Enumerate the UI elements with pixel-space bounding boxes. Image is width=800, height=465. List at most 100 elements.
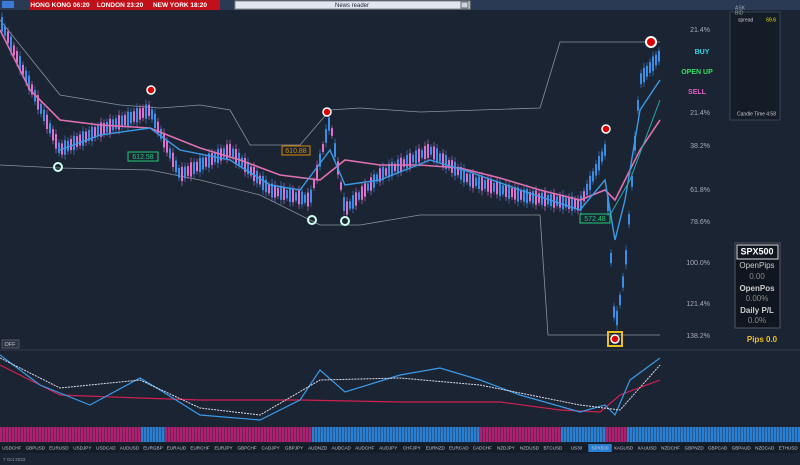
- trend-strip-cell: [312, 427, 315, 442]
- symbol-tab[interactable]: AUDCHF: [355, 446, 374, 451]
- trend-strip-cell: [114, 427, 117, 442]
- symbol-tab[interactable]: XAUUSD: [637, 446, 657, 451]
- symbol-tab[interactable]: EURUSD: [49, 446, 69, 451]
- toggle-label[interactable]: OFF: [5, 342, 17, 348]
- fib-level: 78.6%: [690, 219, 710, 226]
- candle-body: [586, 183, 588, 196]
- trend-strip-cell: [558, 427, 561, 442]
- candle-body: [604, 144, 606, 156]
- candle-body: [487, 179, 489, 192]
- candle-body: [166, 141, 168, 153]
- trend-strip-cell: [252, 427, 255, 442]
- news-reader-box[interactable]: [234, 0, 471, 10]
- symbol-tab[interactable]: EURCAD: [449, 446, 469, 451]
- trend-strip-cell: [468, 427, 471, 442]
- candle-body: [334, 143, 336, 157]
- symbol-tab[interactable]: USDJPY: [73, 446, 91, 451]
- symbol-tab[interactable]: EURAUD: [167, 446, 187, 451]
- trend-strip-cell: [426, 427, 429, 442]
- signal-circle: [322, 107, 332, 117]
- symbol-tab[interactable]: XAGUSD: [614, 446, 634, 451]
- trend-strip-cell: [210, 427, 213, 442]
- news-reader[interactable]: News reader: [335, 3, 369, 9]
- trend-strip-cell: [594, 427, 597, 442]
- trend-strip-cell: [33, 427, 36, 442]
- trend-strip-cell: [489, 427, 492, 442]
- trend-strip-cell: [354, 427, 357, 442]
- trend-strip-cell: [177, 427, 180, 442]
- trend-strip-cell: [30, 427, 33, 442]
- candle-body: [265, 179, 267, 193]
- symbol-tab[interactable]: US30: [571, 446, 583, 451]
- symbol-tab[interactable]: GBPAUD: [732, 446, 752, 451]
- symbol-tab[interactable]: GBPCHF: [237, 446, 256, 451]
- trend-strip-cell: [612, 427, 615, 442]
- candle-body: [505, 184, 507, 197]
- trend-strip-cell: [684, 427, 687, 442]
- symbol-tab[interactable]: CHFJPY: [403, 446, 421, 451]
- symbol-tab[interactable]: NZDUSD: [520, 446, 540, 451]
- symbol-tab[interactable]: EURCHF: [190, 446, 209, 451]
- candle-body: [439, 153, 441, 162]
- symbol-tab[interactable]: GBPUSD: [26, 446, 46, 451]
- candle-body: [85, 131, 87, 143]
- candle-body: [70, 138, 72, 151]
- candle-body: [154, 113, 156, 129]
- symbol-tab[interactable]: AUDNZD: [308, 446, 328, 451]
- symbol-tab[interactable]: CADCHF: [473, 446, 492, 451]
- candle-body: [304, 194, 306, 203]
- candle-body: [331, 128, 333, 136]
- lower-band: [0, 164, 660, 336]
- symbol-tab[interactable]: AUDUSD: [120, 446, 140, 451]
- trend-strip-cell: [675, 427, 678, 442]
- symbol-tab[interactable]: EURNZD: [426, 446, 446, 451]
- trend-strip-cell: [702, 427, 705, 442]
- trend-strip-cell: [579, 427, 582, 442]
- symbol-tab[interactable]: EURJPY: [214, 446, 232, 451]
- candle-body: [130, 111, 132, 124]
- trend-strip-cell: [531, 427, 534, 442]
- close-button[interactable]: [460, 1, 469, 9]
- trend-strip-cell: [159, 427, 162, 442]
- symbol-tab[interactable]: AUDCAD: [331, 446, 351, 451]
- symbol-tab[interactable]: BTCUSD: [543, 446, 563, 451]
- trend-strip-cell: [738, 427, 741, 442]
- symbol-tab[interactable]: AUDJPY: [379, 446, 397, 451]
- candles: [1, 12, 660, 330]
- candle-body: [565, 197, 567, 208]
- symbol-tab[interactable]: GBPJPY: [285, 446, 303, 451]
- trend-strip-cell: [141, 427, 144, 442]
- candle-body: [172, 152, 174, 167]
- symbol-tab[interactable]: USDCAD: [96, 446, 116, 451]
- candle-body: [262, 175, 264, 191]
- symbol-tab[interactable]: GBPCAD: [708, 446, 728, 451]
- signal-circle: [645, 36, 657, 48]
- trend-strip-cell: [774, 427, 777, 442]
- candle-body: [46, 114, 48, 130]
- trend-strip-cell: [795, 427, 798, 442]
- symbol-tab[interactable]: NZDCAD: [755, 446, 775, 451]
- symbol-tab[interactable]: USDCHF: [2, 446, 21, 451]
- info-label: spread: [738, 17, 754, 23]
- panel-label: OpenPips: [739, 261, 774, 270]
- candle-body: [49, 123, 51, 134]
- symbol-tab[interactable]: SPX500: [592, 446, 609, 451]
- toggle-button[interactable]: [1, 339, 20, 349]
- trend-strip-cell: [576, 427, 579, 442]
- trend-strip-cell: [48, 427, 51, 442]
- trend-strip-cell: [87, 427, 90, 442]
- symbol-tab[interactable]: CADJPY: [262, 446, 280, 451]
- candle-body: [106, 121, 108, 133]
- symbol-tab[interactable]: ETHUSD: [779, 446, 799, 451]
- menu-button[interactable]: [2, 1, 14, 8]
- candle-body: [367, 183, 369, 191]
- symbol-tab[interactable]: NZDJPY: [497, 446, 515, 451]
- trend-strip-cell: [771, 427, 774, 442]
- symbol-tab[interactable]: GBPNZD: [685, 446, 705, 451]
- trend-strip-cell: [597, 427, 600, 442]
- signal-circle: [601, 124, 611, 134]
- symbol-tab[interactable]: EURGBP: [143, 446, 162, 451]
- symbol-tab[interactable]: NZDCHF: [661, 446, 680, 451]
- symbol-bar: [0, 443, 800, 453]
- trend-strip-cell: [783, 427, 786, 442]
